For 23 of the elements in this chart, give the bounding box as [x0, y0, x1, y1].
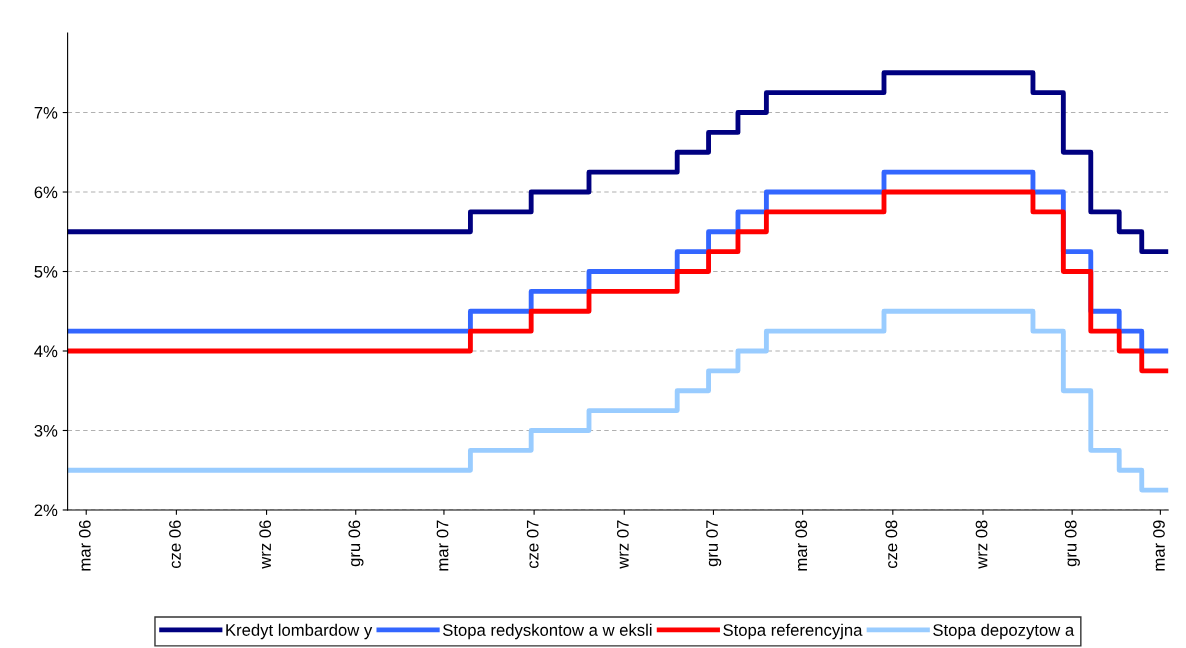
x-tick-label: mar 08 — [795, 520, 808, 571]
x-tick-label: mar 07 — [436, 520, 449, 571]
y-tick-label: 3% — [34, 424, 58, 437]
x-tick-label: wrz 08 — [975, 520, 988, 569]
x-tick-label: gru 07 — [706, 520, 722, 567]
x-tick-label: cze 06 — [169, 520, 181, 569]
x-tick-label: mar 06 — [78, 520, 91, 571]
y-tick-label: 7% — [34, 107, 58, 119]
x-tick-label: cze 08 — [885, 520, 898, 569]
y-tick-label: 5% — [34, 265, 58, 278]
x-tick-label: cze 07 — [526, 520, 539, 569]
x-tick-label: gru 06 — [348, 520, 364, 567]
legend-label: Stopa redyskontow a w eksli — [443, 623, 652, 640]
legend-label: Stopa depozytow a — [933, 623, 1075, 640]
x-tick-label: wrz 06 — [259, 520, 272, 569]
legend-label: Stopa referencyjna — [723, 623, 863, 640]
x-tick-label: gru 08 — [1064, 520, 1080, 567]
x-tick-label: mar 09 — [1153, 520, 1165, 571]
y-tick-label: 4% — [34, 345, 58, 358]
legend-label: Kredyt lombardow y — [226, 623, 373, 640]
y-tick-label: 6% — [34, 186, 58, 199]
x-tick-label: wrz 07 — [616, 520, 629, 569]
y-tick-label: 2% — [34, 504, 58, 517]
